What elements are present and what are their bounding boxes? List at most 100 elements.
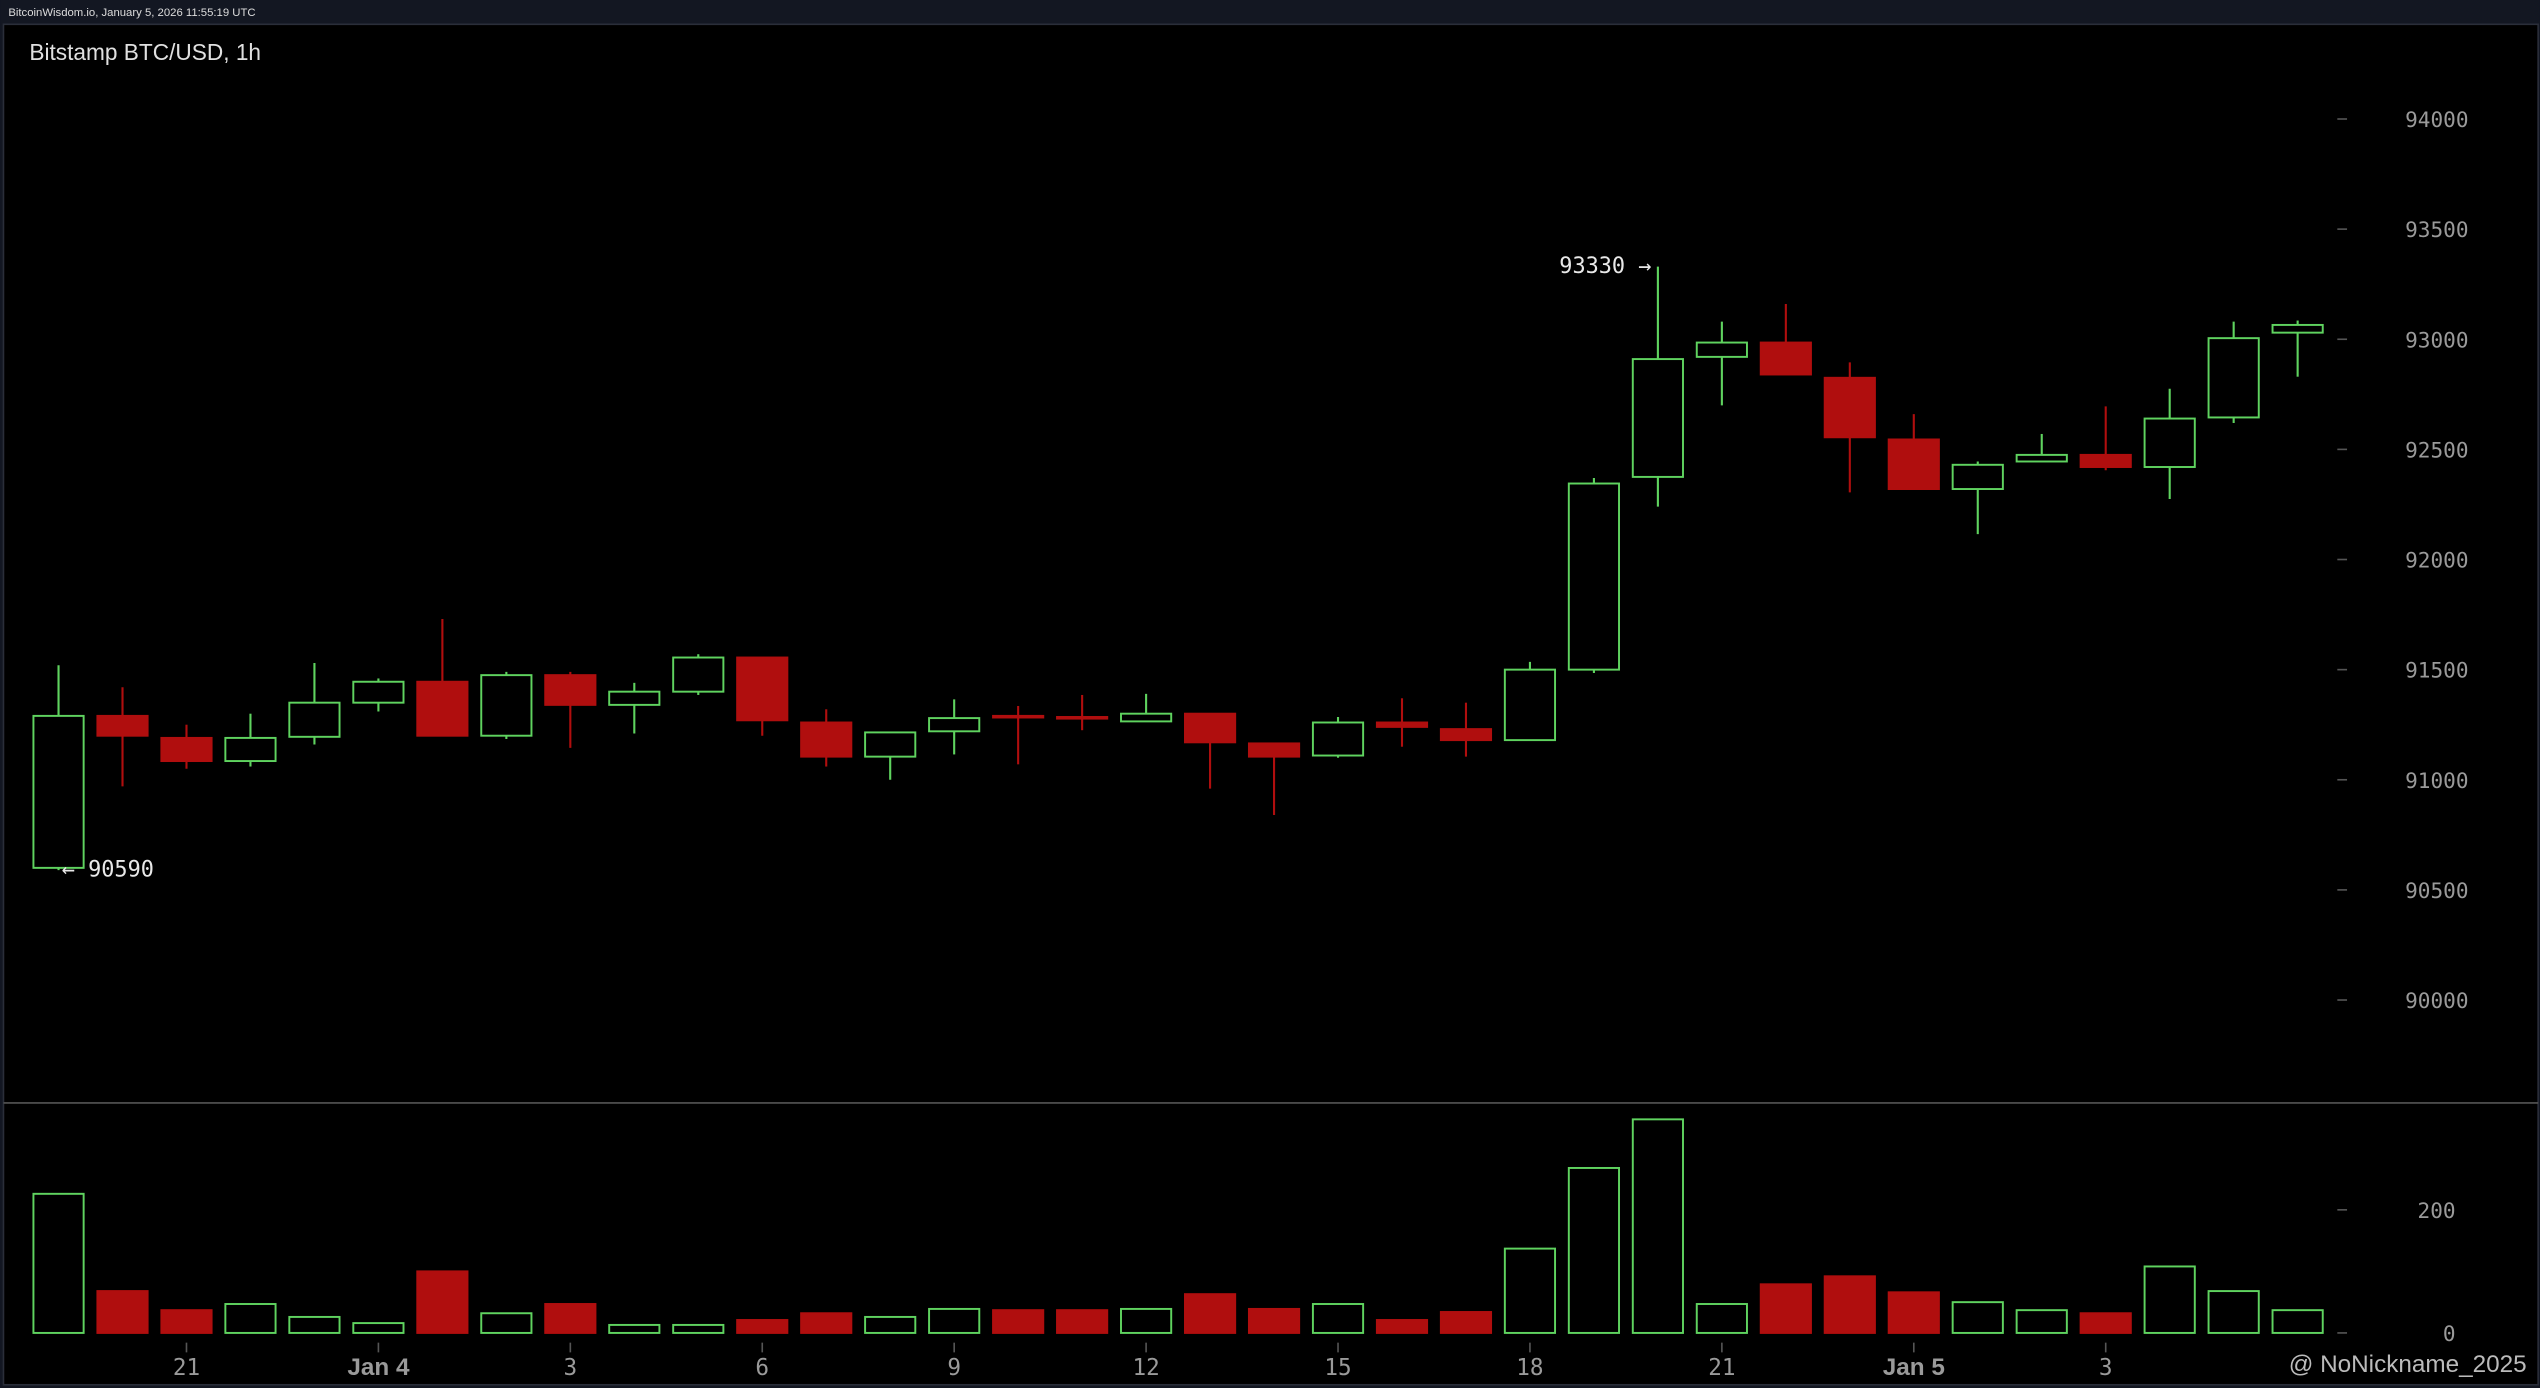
x-tick-label: 9 [947, 1355, 961, 1381]
x-tick-label: 21 [1708, 1355, 1735, 1381]
volume-bar [992, 1309, 1045, 1334]
volume-bar [800, 1312, 853, 1334]
candle-body [288, 701, 341, 738]
candle-body [1567, 482, 1620, 671]
candle-body [1503, 668, 1557, 742]
x-tick-label: 12 [1132, 1355, 1159, 1381]
volume-bar [1503, 1247, 1557, 1334]
chart-panel [2, 23, 2539, 1386]
y-tick-label: 90500 [2405, 878, 2468, 903]
volume-tick-label: 0 [2443, 1321, 2456, 1346]
candle-body [928, 717, 981, 733]
candle-body [224, 736, 277, 763]
candle-body [1695, 341, 1748, 358]
volume-bar [1056, 1309, 1109, 1334]
candle-body [800, 721, 853, 758]
x-tick-label: 3 [2099, 1355, 2113, 1381]
volume-tick-label: 200 [2418, 1198, 2456, 1223]
volume-bar [160, 1309, 213, 1334]
volume-bar [2143, 1265, 2196, 1334]
volume-bar [1375, 1319, 1429, 1334]
candle-body [864, 731, 917, 758]
candle-body [96, 714, 149, 737]
candle-body [1887, 438, 1940, 490]
x-tick-label: 15 [1324, 1355, 1351, 1381]
volume-bar [96, 1290, 149, 1334]
volume-bar [2079, 1312, 2132, 1334]
volume-bar [32, 1192, 85, 1334]
candle-body [1120, 712, 1173, 723]
candle-body [1951, 463, 2004, 490]
y-tick-label: 90000 [2405, 988, 2468, 1013]
y-tick-label: 92000 [2405, 548, 2468, 573]
y-tick-label: 93000 [2405, 327, 2468, 352]
volume-bar [2015, 1309, 2068, 1334]
volume-bar [928, 1307, 981, 1334]
candle-body [2207, 337, 2260, 419]
volume-bar [1759, 1283, 1812, 1334]
volume-bar [416, 1270, 469, 1334]
watermark: @ NoNickname_2025 [2289, 1351, 2527, 1378]
volume-bar [1695, 1303, 1748, 1334]
volume-bar [352, 1322, 405, 1334]
annotation: 93330 → [1559, 254, 1651, 279]
volume-bar [1120, 1307, 1173, 1334]
y-tick-label: 91000 [2405, 768, 2468, 793]
y-tick-label: 92500 [2405, 437, 2468, 462]
candle-body [608, 690, 661, 706]
chart-title: Bitstamp BTC/USD, 1h [29, 39, 261, 65]
candle-body [2015, 453, 2068, 463]
volume-bar [224, 1303, 277, 1334]
volume-bar [1823, 1275, 1876, 1334]
header: BitcoinWisdom.io, January 5, 2026 11:55:… [8, 7, 255, 19]
candle-body [1823, 376, 1876, 439]
candle-body [2143, 417, 2196, 468]
candle-body [1311, 721, 1365, 757]
candle-body [672, 656, 725, 693]
volume-bar [736, 1319, 789, 1334]
candle-body [992, 714, 1045, 719]
candle-body [1247, 742, 1301, 758]
x-tick-label: 3 [564, 1355, 578, 1381]
x-tick-label: 21 [173, 1355, 200, 1381]
volume-bar [1183, 1293, 1237, 1334]
volume-bar [1631, 1118, 1684, 1334]
volume-bar [544, 1303, 597, 1334]
candle-body [1439, 728, 1493, 742]
volume-bar [2271, 1309, 2324, 1334]
volume-bar [1439, 1311, 1493, 1334]
x-tick-label: 6 [755, 1355, 769, 1381]
candle-body [2079, 453, 2132, 468]
volume-bar [1951, 1301, 2004, 1334]
candle-body [544, 674, 597, 706]
volume-bar [864, 1315, 917, 1334]
candle-body [736, 656, 789, 722]
candle-body [352, 680, 405, 704]
volume-bar [1247, 1307, 1301, 1334]
volume-bar [1887, 1291, 1940, 1334]
volume-bar [1311, 1303, 1365, 1334]
volume-bar [480, 1312, 533, 1334]
candle-body [1183, 712, 1237, 744]
candle-body [1631, 358, 1684, 478]
volume-bar [2207, 1290, 2260, 1334]
volume-bar [672, 1323, 725, 1334]
candle-body [1056, 716, 1109, 720]
y-tick-label: 91500 [2405, 658, 2468, 683]
candle-body [2271, 323, 2324, 334]
volume-bar [608, 1323, 661, 1334]
annotation: ← 90590 [62, 858, 154, 883]
x-tick-label: Jan 4 [347, 1354, 410, 1381]
candle-body [416, 680, 469, 737]
candle-body [1759, 341, 1812, 376]
volume-bar [288, 1315, 341, 1334]
x-tick-label: 18 [1516, 1355, 1543, 1381]
y-tick-label: 93500 [2405, 217, 2468, 242]
volume-bar [1567, 1166, 1620, 1334]
x-tick-label: Jan 5 [1883, 1354, 1945, 1381]
y-tick-label: 94000 [2405, 107, 2468, 132]
candle-body [160, 736, 213, 763]
candle-body [32, 714, 85, 869]
